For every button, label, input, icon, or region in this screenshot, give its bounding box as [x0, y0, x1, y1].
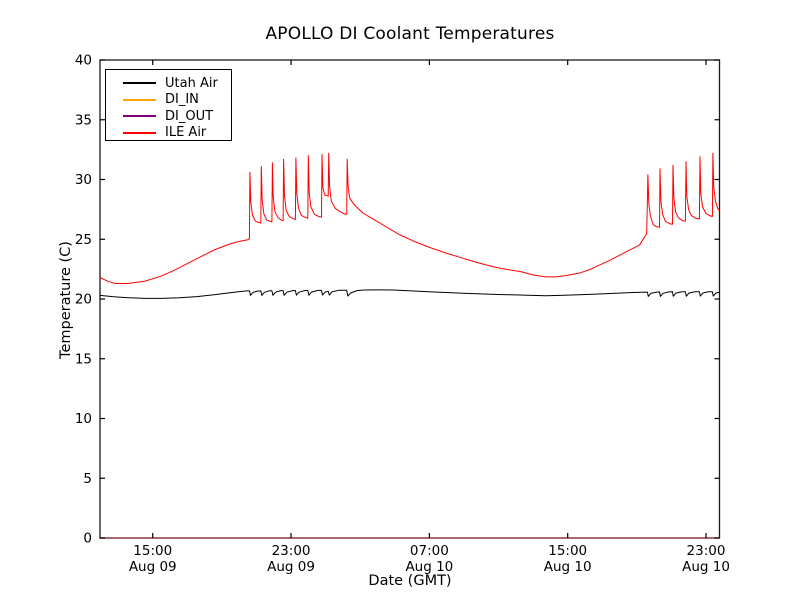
- y-tick-label: 35: [75, 112, 92, 128]
- legend: Utah Air DI_IN DI_OUT ILE Air: [105, 69, 232, 141]
- x-axis-label: Date (GMT): [368, 573, 452, 589]
- y-tick-label: 20: [75, 292, 92, 308]
- x-tick-label-time: 15:00: [133, 543, 172, 559]
- chart-title: APOLLO DI Coolant Temperatures: [265, 24, 555, 44]
- legend-line-sample: [123, 98, 156, 101]
- y-tick-label: 25: [75, 232, 92, 248]
- series-line-utah-air: [99, 289, 720, 299]
- legend-label: DI_IN: [165, 92, 199, 108]
- legend-item-ile-air: ILE Air: [123, 125, 231, 142]
- y-tick-label: 10: [75, 411, 92, 427]
- legend-line-sample: [123, 82, 156, 85]
- legend-line-sample: [123, 115, 156, 118]
- x-tick-label-time: 15:00: [548, 543, 587, 559]
- y-tick-label: 15: [75, 351, 92, 367]
- y-tick-label: 5: [83, 471, 92, 487]
- y-axis-ticks: 0 5 10 15 20 25 30 35 40: [75, 53, 720, 547]
- legend-label: DI_OUT: [165, 108, 214, 124]
- x-tick-label-date: Aug 10: [682, 559, 730, 575]
- series-line-ile-air: [99, 152, 720, 284]
- x-tick-label-date: Aug 09: [267, 559, 315, 575]
- x-tick-label-date: Aug 10: [544, 559, 592, 575]
- y-tick-label: 0: [83, 531, 92, 547]
- x-tick-label-time: 23:00: [687, 543, 726, 559]
- y-tick-label: 40: [75, 53, 92, 69]
- series-lines: [99, 152, 720, 539]
- legend-item-di-in: DI_IN: [123, 92, 231, 109]
- legend-item-utah-air: Utah Air: [123, 75, 231, 92]
- legend-label: ILE Air: [165, 125, 207, 141]
- legend-line-sample: [123, 131, 156, 134]
- legend-label: Utah Air: [165, 75, 218, 91]
- x-tick-label-date: Aug 10: [405, 559, 453, 575]
- y-axis-label: Temperature (C): [58, 241, 74, 359]
- legend-item-di-out: DI_OUT: [123, 108, 231, 125]
- x-tick-label-date: Aug 09: [129, 559, 177, 575]
- y-tick-label: 30: [75, 172, 92, 188]
- x-tick-label-time: 23:00: [272, 543, 311, 559]
- x-tick-label-time: 07:00: [410, 543, 449, 559]
